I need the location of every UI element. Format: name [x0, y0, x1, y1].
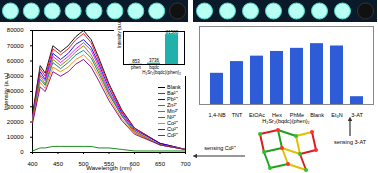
svg-text:30000: 30000	[7, 104, 24, 110]
svg-text:1,4-NB: 1,4-NB	[208, 112, 225, 118]
svg-text:sensing 3-AT: sensing 3-AT	[334, 139, 367, 145]
svg-text:700: 700	[180, 161, 191, 167]
svg-text:853: 853	[132, 59, 140, 64]
svg-text:500: 500	[78, 160, 89, 167]
svg-text:Hex: Hex	[272, 112, 282, 119]
svg-text:40000: 40000	[7, 88, 24, 94]
html-text:Ba²⁺: Ba²⁺	[167, 90, 178, 96]
svg-text:H₂Sr₂(bqdc)(phen)₂: H₂Sr₂(bqdc)(phen)₂	[262, 118, 309, 124]
svg-text:PhMe: PhMe	[289, 112, 305, 119]
svg-text:600: 600	[129, 160, 140, 167]
html-text:Cu²⁺: Cu²⁺	[167, 126, 178, 132]
html-text:Co²⁺: Co²⁺	[167, 120, 178, 126]
svg-text:50000: 50000	[7, 73, 24, 79]
svg-text:3736: 3736	[149, 58, 160, 63]
svg-text:650: 650	[155, 161, 166, 167]
svg-text:0: 0	[20, 149, 24, 155]
svg-text:H₂Sr₂(bqdc)(phen)₂: H₂Sr₂(bqdc)(phen)₂	[142, 70, 181, 75]
svg-text:phen: phen	[131, 65, 142, 70]
svg-text:450: 450	[53, 161, 64, 167]
svg-text:EtOAc: EtOAc	[249, 112, 265, 119]
svg-text:sensing Cd²⁺: sensing Cd²⁺	[204, 145, 235, 151]
svg-text:TNT: TNT	[232, 112, 243, 118]
svg-text:Wavelength (nm): Wavelength (nm)	[86, 165, 131, 171]
html-text:Ni²⁺: Ni²⁺	[167, 114, 176, 120]
svg-text:3-AT: 3-AT	[351, 112, 363, 118]
html-text:Zn²⁺: Zn²⁺	[167, 102, 178, 108]
svg-text:Blank: Blank	[310, 112, 324, 118]
html-text:Blank: Blank	[167, 84, 181, 90]
svg-text:60000: 60000	[7, 58, 24, 64]
html-text:Mn²⁺: Mn²⁺	[167, 108, 179, 114]
svg-text:70000: 70000	[7, 43, 24, 49]
svg-text:bqdc: bqdc	[149, 64, 159, 70]
svg-text:400: 400	[27, 161, 38, 167]
svg-text:Et₃N: Et₃N	[331, 112, 342, 118]
svg-text:20000: 20000	[7, 119, 24, 125]
html-text:Cd²⁺: Cd²⁺	[167, 132, 178, 138]
svg-text:80000: 80000	[7, 27, 24, 33]
svg-text:10000: 10000	[7, 134, 24, 140]
html-text:Pb²⁺: Pb²⁺	[167, 96, 178, 102]
svg-text:81580: 81580	[166, 30, 179, 35]
svg-text:Intensity (a.u.): Intensity (a.u.)	[117, 19, 122, 48]
svg-text:Intensity (a.u.): Intensity (a.u.)	[3, 72, 9, 110]
